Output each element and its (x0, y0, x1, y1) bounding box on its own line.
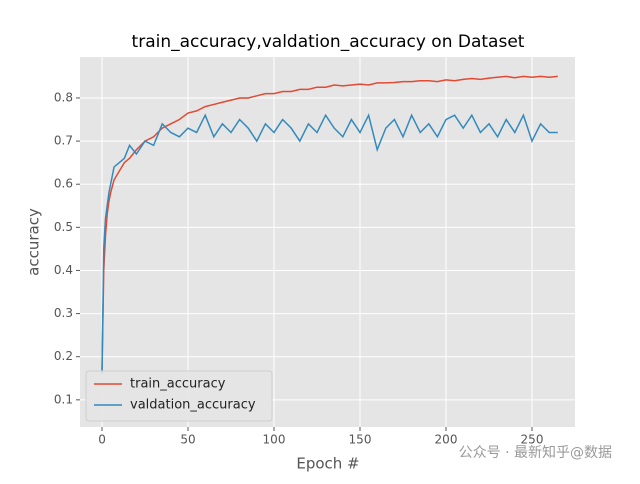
y-tick-label: 0.3 (54, 306, 73, 320)
y-tick-label: 0.7 (54, 134, 73, 148)
x-tick-label: 200 (435, 433, 458, 447)
x-tick-label: 150 (349, 433, 372, 447)
legend-label: train_accuracy (130, 377, 226, 392)
x-tick-label: 50 (180, 433, 195, 447)
series-line (101, 75, 558, 370)
chart-title: train_accuracy,valdation_accuracy on Dat… (132, 32, 525, 52)
y-axis-label: accuracy (25, 208, 43, 276)
series-line (101, 113, 558, 374)
y-tick-label: 0.4 (54, 263, 73, 277)
watermark: 公众号 · 最新知乎@数据 (459, 444, 612, 461)
x-tick-label: 0 (98, 433, 106, 447)
x-tick-label: 100 (263, 433, 286, 447)
y-tick-label: 0.8 (54, 90, 73, 104)
legend-label: valdation_accuracy (130, 398, 256, 413)
x-axis-label: Epoch # (296, 455, 359, 473)
legend-box (85, 370, 273, 422)
y-tick-label: 0.1 (54, 392, 73, 406)
y-tick-label: 0.5 (54, 220, 73, 234)
x-tick-label: 250 (521, 433, 544, 447)
y-tick-label: 0.6 (54, 177, 73, 191)
y-tick-label: 0.2 (54, 349, 73, 363)
